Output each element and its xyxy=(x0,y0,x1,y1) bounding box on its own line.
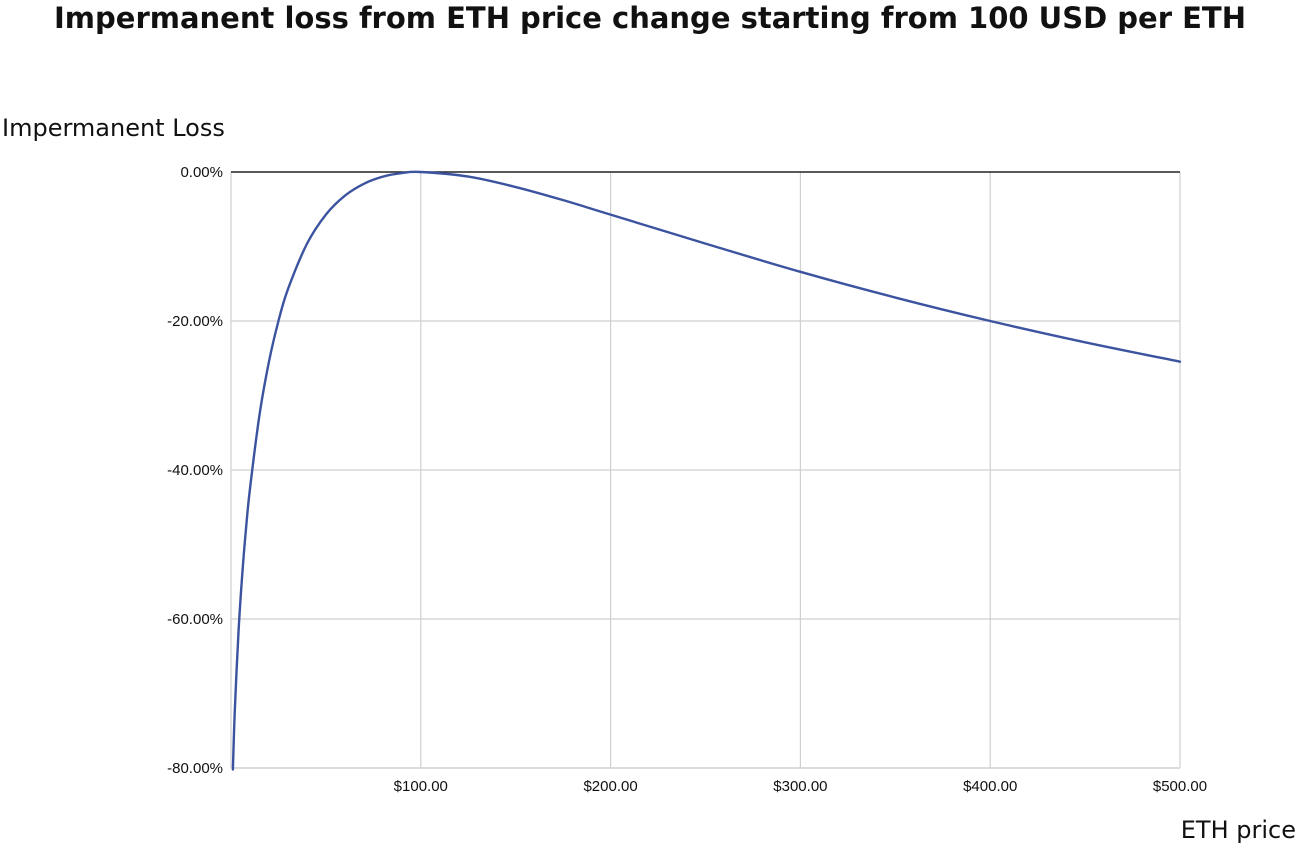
y-tick-label: 0.00% xyxy=(180,164,223,181)
tick-labels: 0.00% -20.00% -40.00% -60.00% -80.00% $100.00… xyxy=(167,164,1207,795)
x-tick-label: $300.00 xyxy=(773,778,827,795)
x-tick-label: $200.00 xyxy=(583,778,637,795)
axes xyxy=(230,171,1180,769)
y-axis-title: Impermanent Loss xyxy=(2,114,225,142)
y-tick-label: -20.00% xyxy=(167,313,223,330)
y-tick-label: -60.00% xyxy=(167,611,223,628)
y-tick-label: -80.00% xyxy=(167,760,223,777)
series-line xyxy=(231,170,1182,771)
series-layer xyxy=(231,170,1182,771)
x-tick-label: $500.00 xyxy=(1153,778,1207,795)
y-tick-label: -40.00% xyxy=(167,462,223,479)
x-tick-label: $100.00 xyxy=(394,778,448,795)
x-axis-title: ETH price xyxy=(1180,816,1296,844)
chart-title: Impermanent loss from ETH price change s… xyxy=(54,1,1246,35)
grid-lines xyxy=(231,172,1181,769)
x-tick-label: $400.00 xyxy=(963,778,1017,795)
